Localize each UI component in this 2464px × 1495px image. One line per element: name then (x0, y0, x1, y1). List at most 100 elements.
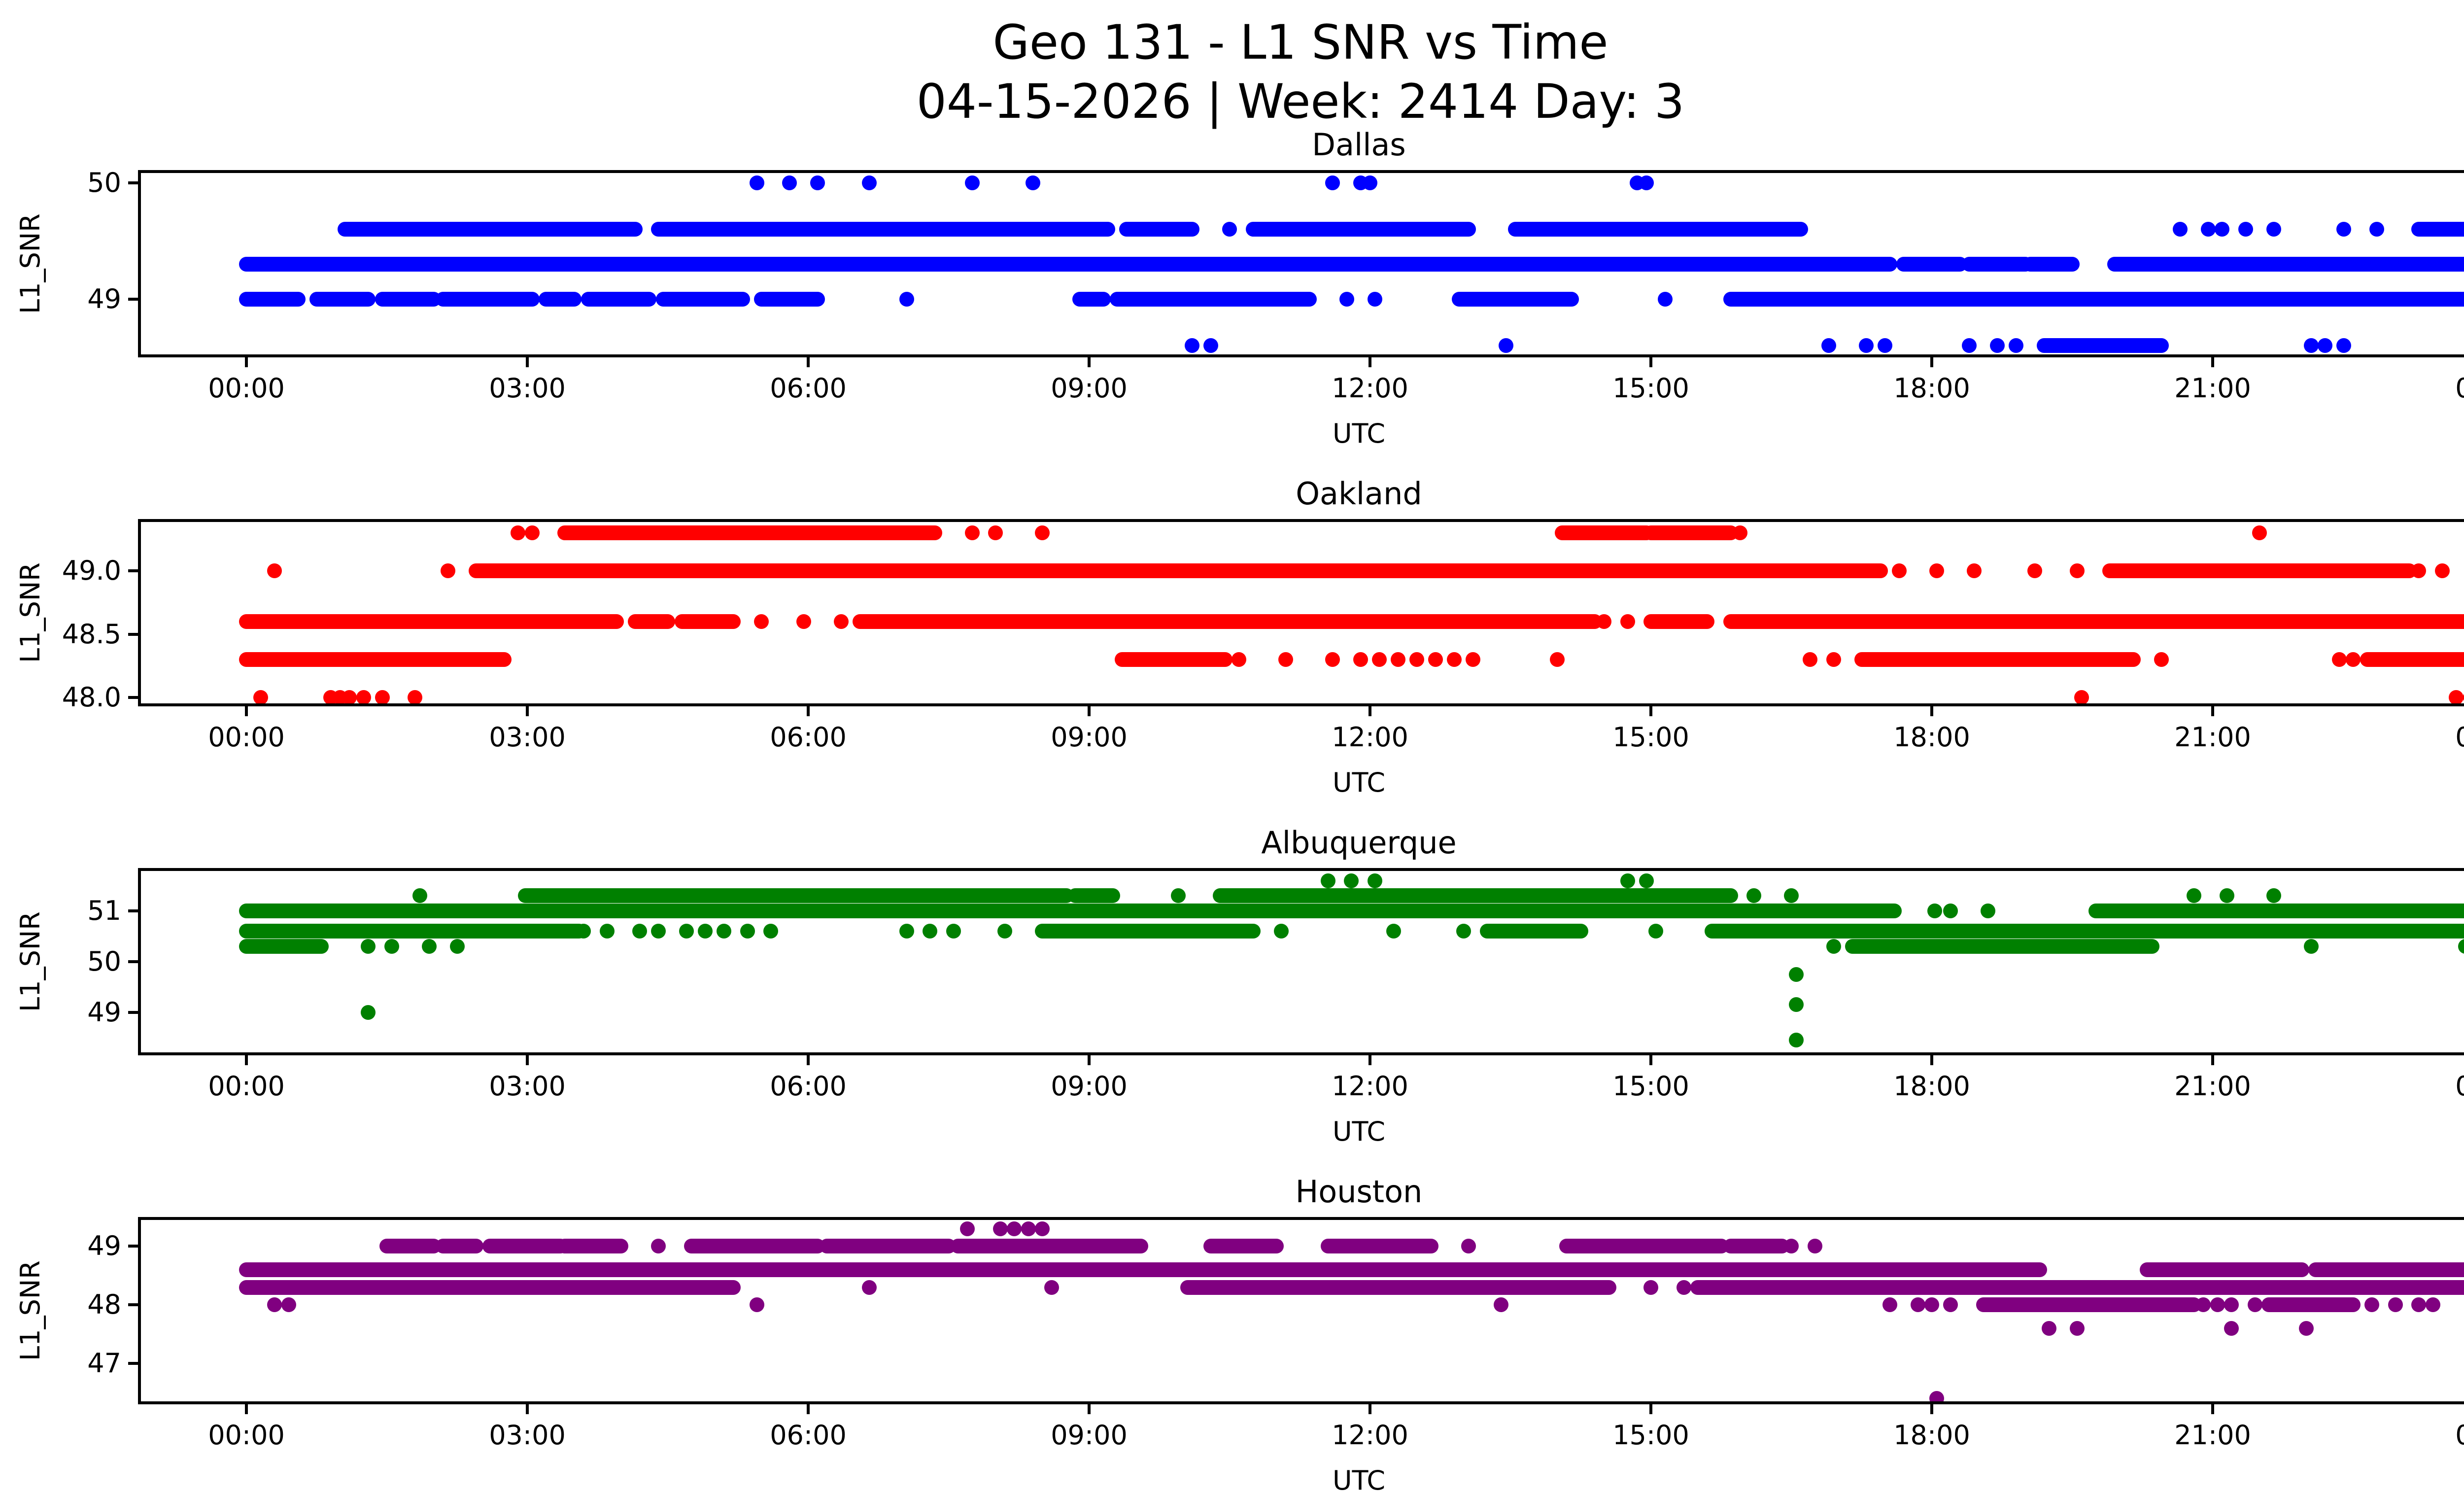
scatter-dot-albuquerque-snr51.6 (1320, 873, 1335, 888)
scatter-band-dallas-snr49.3 (2022, 257, 2080, 272)
scatter-dot-dallas-snr49 (899, 291, 914, 307)
scatter-band-houston-snr49 (951, 1239, 1148, 1254)
y-tick-mark-dallas (128, 297, 138, 301)
scatter-band-albuquerque-snr51 (239, 904, 1902, 919)
x-tick-mark-dallas (526, 357, 529, 367)
scatter-band-houston-snr49 (684, 1239, 825, 1254)
x-tick-label-albuquerque: 12:00 (1332, 1071, 1408, 1102)
x-tick-label-houston: 18:00 (1893, 1420, 1970, 1451)
x-tick-label-dallas: 15:00 (1612, 373, 1689, 404)
x-tick-mark-albuquerque (526, 1055, 529, 1065)
scatter-band-houston-snr49 (436, 1239, 483, 1254)
scatter-band-dallas-snr49.6 (1507, 222, 1808, 237)
scatter-dot-houston-snr48 (2196, 1297, 2211, 1313)
x-tick-mark-houston (2211, 1404, 2214, 1414)
scatter-dot-houston-snr49 (1784, 1239, 1799, 1254)
scatter-band-albuquerque-snr51.3 (1067, 888, 1120, 904)
scatter-dot-oakland-snr49 (1929, 563, 1944, 579)
scatter-band-oakland-snr48.6 (239, 614, 624, 629)
subplot-title-albuquerque: Albuquerque (1261, 825, 1457, 861)
y-tick-label-oakland: 49.0 (62, 555, 121, 587)
scatter-dot-dallas-snr48.6 (1859, 338, 1874, 353)
x-tick-mark-houston (1930, 1404, 1933, 1414)
scatter-dot-dallas-snr50 (1639, 175, 1654, 190)
y-tick-mark-houston (128, 1303, 138, 1307)
scatter-dot-houston-snr48.3 (861, 1280, 877, 1295)
scatter-dot-oakland-snr48.3 (1391, 652, 1405, 667)
scatter-dot-dallas-snr49.6 (2200, 222, 2216, 237)
scatter-band-dallas-snr49 (1451, 291, 1579, 307)
scatter-band-albuquerque-snr51.3 (1213, 888, 1738, 904)
scatter-dot-albuquerque-snr51.6 (1344, 873, 1359, 888)
scatter-dot-oakland-snr48.3 (2346, 652, 2361, 667)
x-tick-mark-oakland (807, 706, 810, 716)
scatter-dot-albuquerque-snr51.6 (1620, 873, 1635, 888)
x-tick-mark-dallas (1088, 357, 1091, 367)
x-tick-label-houston: 06:00 (770, 1420, 847, 1451)
x-tick-mark-albuquerque (1369, 1055, 1371, 1065)
scatter-dot-oakland-snr48.3 (1232, 652, 1246, 667)
scatter-dot-dallas-snr48.6 (1203, 338, 1218, 353)
scatter-dot-oakland-snr49 (1891, 563, 1907, 579)
scatter-dot-oakland-snr48.3 (1409, 652, 1424, 667)
y-tick-mark-dallas (128, 181, 138, 184)
x-tick-label-dallas: 06:00 (770, 373, 847, 404)
scatter-dot-oakland-snr49.3 (1035, 525, 1050, 541)
scatter-dot-dallas-snr48.6 (2336, 338, 2351, 353)
scatter-band-oakland-snr48.3 (239, 652, 512, 667)
x-axis-label-dallas: UTC (1332, 418, 1386, 449)
scatter-dot-houston-snr47.6 (2299, 1321, 2314, 1336)
scatter-dot-oakland-snr48.6 (1620, 614, 1635, 629)
scatter-dot-oakland-snr49 (2411, 563, 2426, 579)
scatter-dot-houston-snr48 (1494, 1297, 1508, 1313)
scatter-band-oakland-snr48.6 (674, 614, 741, 629)
y-tick-label-albuquerque: 49 (87, 996, 121, 1028)
y-tick-mark-houston (128, 1361, 138, 1365)
scatter-dot-dallas-snr48.6 (1185, 338, 1199, 353)
x-tick-mark-albuquerque (2211, 1055, 2214, 1065)
scatter-band-houston-snr49 (1203, 1239, 1284, 1254)
x-tick-mark-albuquerque (1088, 1055, 1091, 1065)
scatter-dot-houston-snr48 (2364, 1297, 2379, 1313)
scatter-dot-oakland-snr49 (2069, 563, 2085, 579)
scatter-dot-albuquerque-snr50.6 (946, 924, 961, 939)
scatter-band-oakland-snr48.6 (627, 614, 675, 629)
scatter-band-oakland-snr49 (2102, 563, 2417, 579)
scatter-dot-oakland-snr48.6 (796, 614, 811, 629)
x-tick-label-oakland: 18:00 (1893, 722, 1970, 753)
scatter-dot-albuquerque-snr50.3 (421, 939, 437, 954)
y-tick-mark-albuquerque (128, 909, 138, 913)
scatter-band-albuquerque-snr50.6 (1479, 924, 1588, 939)
scatter-dot-houston-snr47.6 (2069, 1321, 2085, 1336)
y-tick-label-houston: 48 (87, 1289, 121, 1321)
x-tick-label-houston: 03:00 (489, 1420, 566, 1451)
x-tick-mark-oakland (1649, 706, 1652, 716)
y-axis-label-dallas: L1_SNR (15, 213, 46, 314)
scatter-band-houston-snr48.6 (2308, 1262, 2464, 1277)
x-axis-label-albuquerque: UTC (1332, 1116, 1386, 1147)
scatter-dot-houston-snr48 (1943, 1297, 1958, 1313)
scatter-dot-albuquerque-snr49 (361, 1005, 376, 1020)
scatter-dot-houston-snr49.3 (992, 1221, 1008, 1236)
scatter-dot-oakland-snr49.3 (2252, 525, 2267, 541)
scatter-dot-albuquerque-snr50.6 (651, 924, 666, 939)
y-tick-label-houston: 49 (87, 1230, 121, 1262)
x-tick-mark-dallas (807, 357, 810, 367)
scatter-band-dallas-snr49.6 (2411, 222, 2464, 237)
scatter-band-oakland-snr49.3 (557, 525, 942, 541)
scatter-dot-albuquerque-snr50.6 (576, 924, 591, 939)
x-tick-mark-houston (245, 1404, 248, 1414)
scatter-dot-albuquerque-snr51.6 (1367, 873, 1382, 888)
x-tick-mark-oakland (1930, 706, 1933, 716)
y-tick-mark-oakland (128, 632, 138, 636)
scatter-dot-albuquerque-snr50.6 (1273, 924, 1289, 939)
scatter-dot-dallas-snr49.6 (2336, 222, 2351, 237)
axes-houston (138, 1217, 2464, 1404)
scatter-band-houston-snr49 (820, 1239, 956, 1254)
x-tick-label-oakland: 21:00 (2174, 722, 2251, 753)
scatter-dot-albuquerque-snr51.3 (1784, 888, 1799, 904)
scatter-dot-albuquerque-snr51.6 (1639, 873, 1654, 888)
scatter-dot-oakland-snr48.3 (1826, 652, 1841, 667)
x-tick-label-dallas: 03:00 (489, 373, 566, 404)
scatter-band-dallas-snr49 (581, 291, 656, 307)
